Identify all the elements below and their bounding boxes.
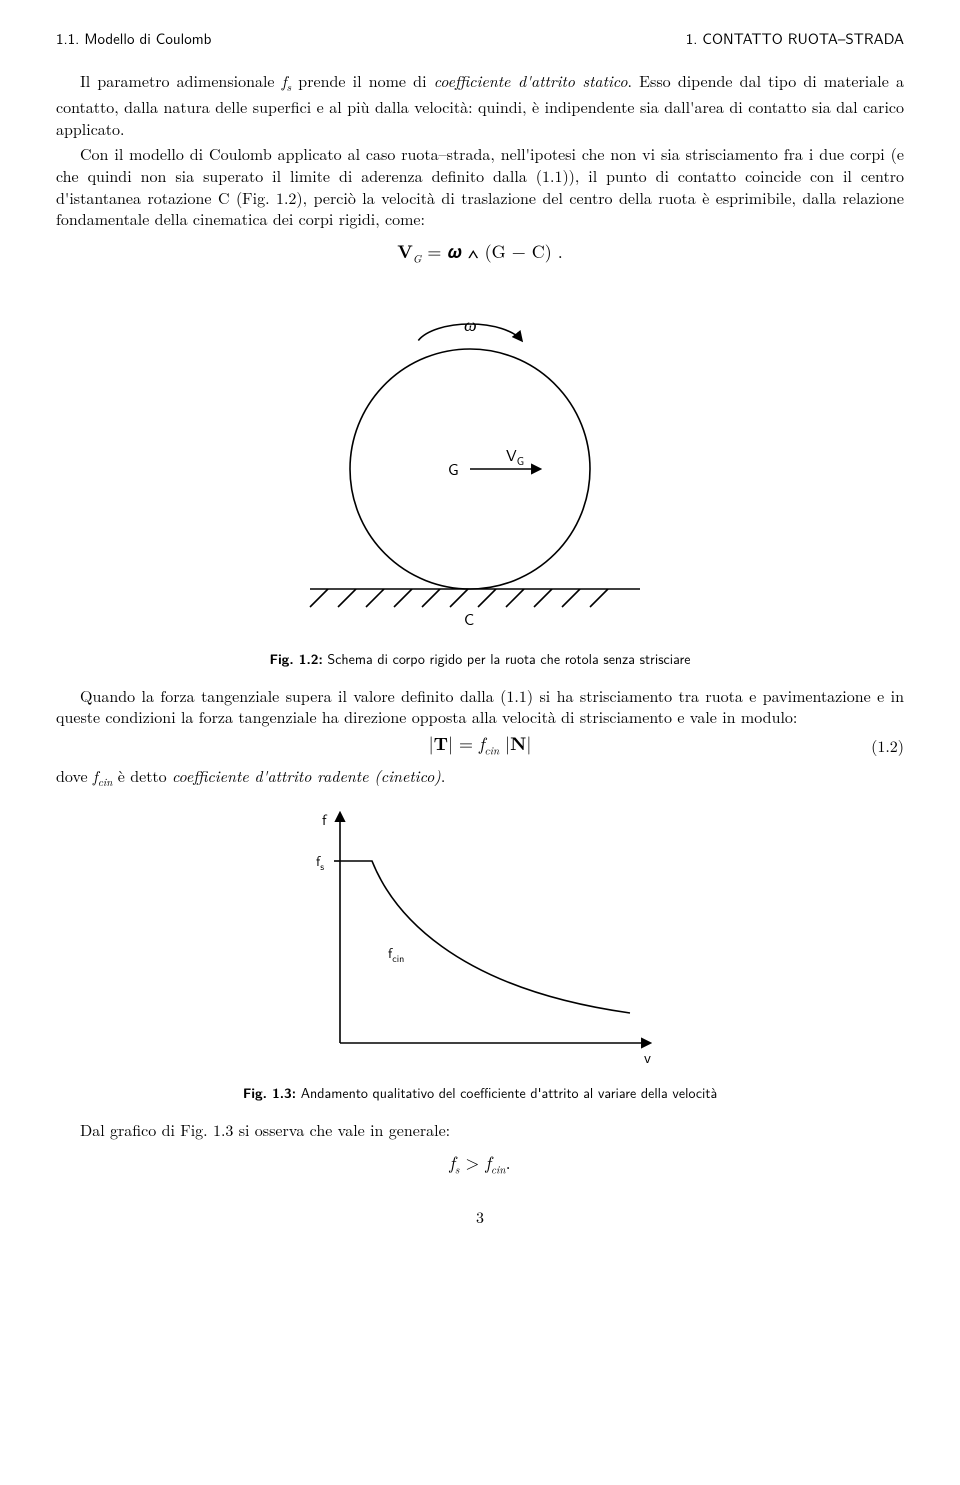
equation-1-2: |T| = |T| = ffcin |N| (1.2) — [56, 732, 904, 759]
equation-vg: VG = 𝝎 ∧ (G − C) . — [56, 240, 904, 267]
figure-1-3-svg: f fs fcin v — [280, 803, 680, 1073]
paragraph-5: Dal grafico di Fig. 1.3 si osserva che v… — [56, 1119, 904, 1141]
paragraph-1: Il parametro adimensionale fs prende il … — [56, 70, 904, 139]
svg-text:G: G — [448, 457, 459, 480]
svg-text:fs: fs — [316, 851, 324, 874]
paragraph-4: dove fcin è detto coefficiente d'attrito… — [56, 765, 904, 791]
svg-text:f: f — [322, 808, 328, 830]
svg-text:fcin: fcin — [388, 943, 404, 966]
svg-text:ω: ω — [464, 312, 477, 337]
figure-1-2-svg: ω G VG C — [300, 279, 660, 639]
paragraph-2: Con il modello di Coulomb applicato al c… — [56, 143, 904, 229]
equation-fs-fcin: fs > fcin. — [56, 1151, 904, 1178]
figure-1-3: f fs fcin v — [56, 803, 904, 1078]
svg-text:C: C — [464, 607, 474, 630]
svg-text:v: v — [644, 1046, 651, 1068]
figure-1-3-caption: Fig. 1.3: Andamento qualitativo del coef… — [56, 1084, 904, 1103]
figure-1-2: ω G VG C — [56, 279, 904, 644]
paragraph-3: Quando la forza tangenziale supera il va… — [56, 685, 904, 728]
running-head-right: 1. CONTATTO RUOTA–STRADA — [686, 28, 904, 48]
running-head-left: 1.1. Modello di Coulomb — [56, 28, 211, 48]
page-number: 3 — [56, 1206, 904, 1228]
svg-text:VG: VG — [506, 443, 524, 469]
figure-1-2-caption: Fig. 1.2: Schema di corpo rigido per la … — [56, 650, 904, 669]
